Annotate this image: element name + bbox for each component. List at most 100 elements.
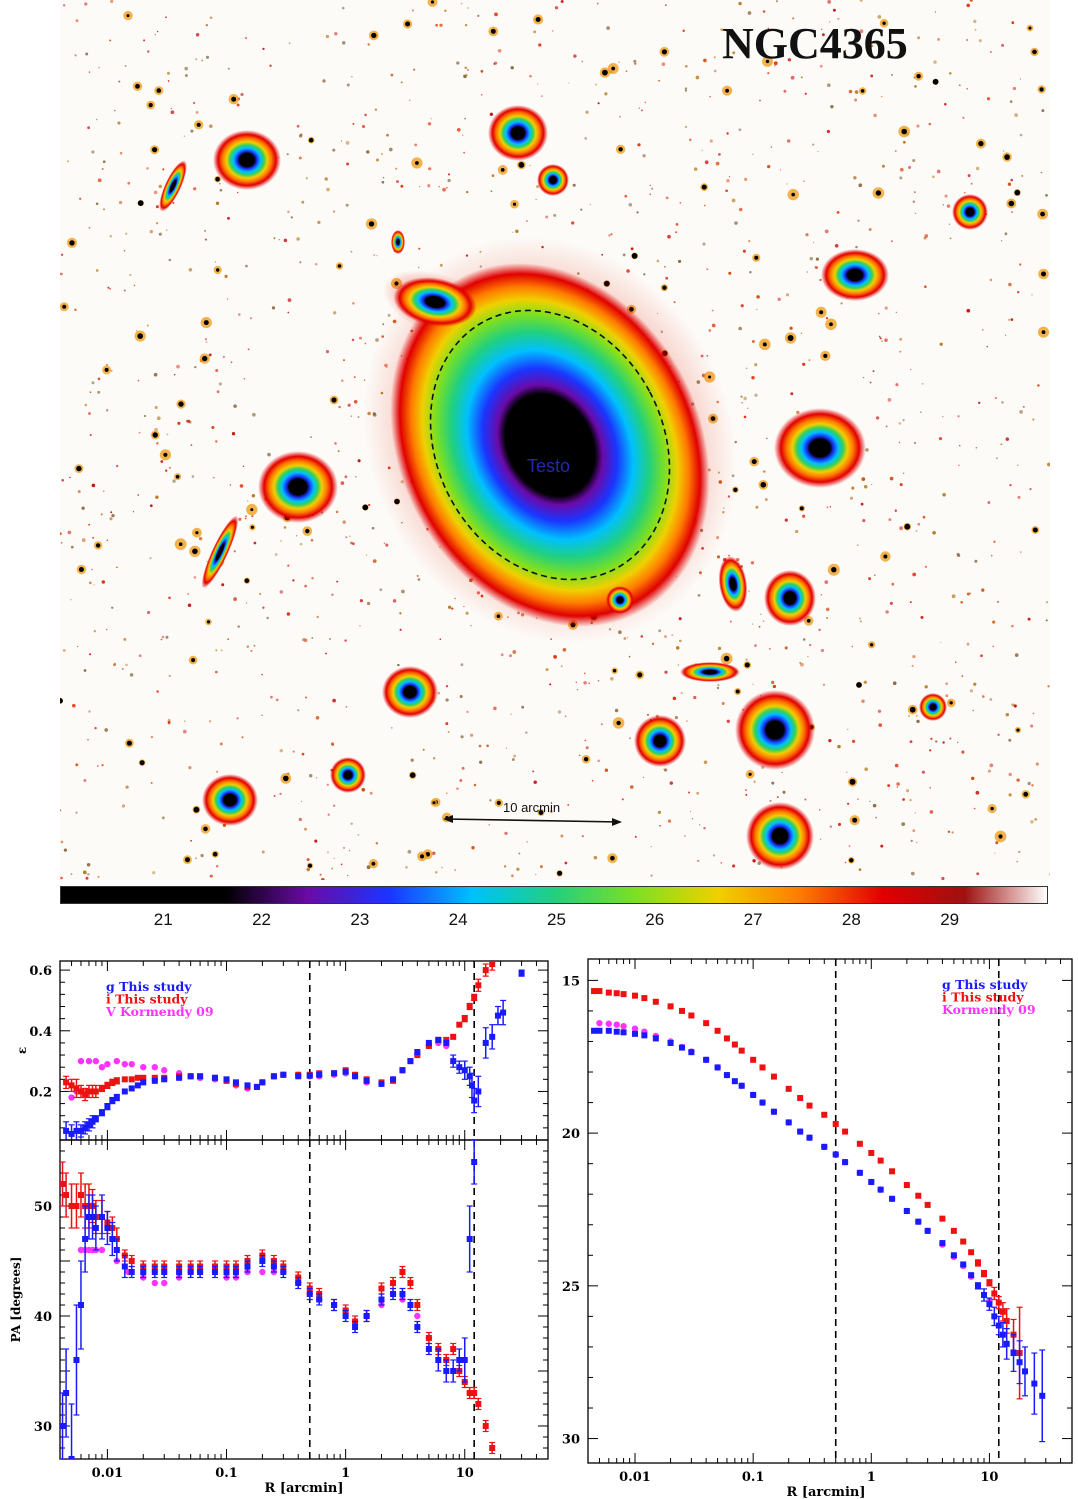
data-point bbox=[500, 1009, 507, 1016]
data-point bbox=[731, 1078, 738, 1085]
data-point bbox=[903, 1182, 910, 1189]
colorbar-tick-label: 22 bbox=[252, 910, 271, 929]
data-point bbox=[197, 1269, 204, 1275]
legend-entry: i This study bbox=[942, 990, 1024, 1005]
legend-entry: g This study bbox=[942, 977, 1028, 992]
data-points bbox=[591, 988, 1046, 1443]
data-point bbox=[73, 1085, 80, 1092]
data-point bbox=[482, 1423, 489, 1429]
data-point bbox=[605, 1020, 613, 1027]
data-point bbox=[331, 1302, 338, 1308]
data-point bbox=[140, 1269, 147, 1275]
colorbar-tick-label: 25 bbox=[546, 910, 566, 929]
data-point bbox=[390, 1280, 397, 1286]
data-point bbox=[390, 1291, 397, 1297]
x-tick-label: 0.1 bbox=[742, 1470, 765, 1485]
data-point bbox=[770, 1108, 777, 1115]
data-point bbox=[128, 1258, 135, 1264]
data-point bbox=[407, 1280, 414, 1286]
x-tick-label: 0.1 bbox=[215, 1466, 238, 1481]
data-point bbox=[109, 1079, 116, 1086]
data-point bbox=[903, 1208, 910, 1214]
legend-entry: i This study bbox=[106, 992, 188, 1007]
series bbox=[591, 988, 1023, 1400]
data-point bbox=[176, 1269, 183, 1275]
data-point bbox=[868, 1149, 875, 1156]
data-point bbox=[759, 1064, 766, 1071]
data-point bbox=[620, 1023, 627, 1030]
data-point bbox=[605, 989, 612, 996]
data-point bbox=[1039, 1392, 1046, 1399]
data-point bbox=[77, 1192, 84, 1198]
x-tick-label: 1 bbox=[341, 1466, 350, 1481]
data-point bbox=[631, 1025, 639, 1032]
data-point bbox=[968, 1272, 975, 1279]
data-point bbox=[613, 1021, 620, 1028]
data-point bbox=[151, 1063, 159, 1071]
galaxy-title: NGC4365 bbox=[722, 19, 908, 68]
data-point bbox=[991, 1313, 998, 1320]
data-point bbox=[489, 961, 496, 968]
data-point bbox=[688, 1049, 695, 1056]
plot-frame bbox=[59, 1139, 549, 1460]
data-point bbox=[390, 1076, 397, 1083]
data-point bbox=[113, 1077, 120, 1084]
data-point bbox=[244, 1082, 251, 1089]
data-point bbox=[187, 1269, 194, 1275]
data-point bbox=[140, 1063, 147, 1071]
data-point bbox=[104, 1060, 111, 1068]
data-point bbox=[92, 1225, 99, 1231]
data-point bbox=[889, 1195, 896, 1202]
colorbar-labels: 21 22 23 24 25 26 27 28 29 bbox=[0, 908, 1078, 938]
data-point bbox=[591, 1027, 598, 1034]
data-point bbox=[731, 1041, 738, 1048]
data-point bbox=[128, 1060, 135, 1068]
data-point bbox=[489, 1445, 496, 1451]
data-point bbox=[98, 1109, 105, 1116]
data-point bbox=[121, 1060, 129, 1068]
data-point bbox=[187, 1073, 194, 1080]
data-point bbox=[63, 1390, 70, 1396]
data-point bbox=[632, 1030, 639, 1037]
data-point bbox=[134, 1074, 141, 1081]
data-point bbox=[259, 1079, 266, 1086]
colorbar-tick-label: 28 bbox=[841, 910, 861, 929]
data-point bbox=[295, 1073, 302, 1080]
scale-bar bbox=[443, 815, 622, 826]
data-point bbox=[986, 1279, 993, 1286]
data-point bbox=[950, 1227, 957, 1234]
data-point bbox=[466, 1236, 473, 1242]
data-point bbox=[197, 1073, 204, 1080]
colorbar-tick-label: 24 bbox=[448, 910, 468, 929]
series bbox=[77, 1246, 450, 1364]
data-point bbox=[461, 1357, 468, 1363]
data-point bbox=[414, 1302, 421, 1308]
y-tick-label: 0.2 bbox=[29, 1085, 52, 1100]
legend-entry: Kormendy 09 bbox=[942, 1002, 1036, 1017]
data-point bbox=[703, 1056, 710, 1063]
data-point bbox=[232, 1079, 239, 1086]
legend-entry: g This study bbox=[106, 979, 192, 994]
colorbar-tick-label: 21 bbox=[153, 910, 173, 929]
data-point bbox=[466, 1073, 473, 1080]
data-point bbox=[378, 1285, 385, 1292]
data-point bbox=[63, 1192, 70, 1198]
data-point bbox=[89, 1118, 96, 1125]
data-point bbox=[399, 1291, 406, 1297]
data-point bbox=[750, 1056, 757, 1063]
data-point bbox=[1031, 1380, 1038, 1387]
data-point bbox=[232, 1269, 239, 1275]
galaxy-image-canvas bbox=[60, 0, 1050, 880]
data-point bbox=[785, 1085, 792, 1092]
data-point bbox=[456, 1357, 463, 1363]
data-point bbox=[363, 1077, 370, 1084]
data-point bbox=[98, 1246, 106, 1254]
data-point bbox=[280, 1071, 287, 1078]
data-point bbox=[968, 1249, 975, 1256]
data-point bbox=[378, 1080, 385, 1087]
series bbox=[63, 969, 525, 1140]
data-point bbox=[151, 1074, 158, 1081]
y-tick-label: 0.6 bbox=[29, 964, 52, 979]
data-point bbox=[797, 1128, 804, 1135]
data-point bbox=[60, 1181, 66, 1187]
